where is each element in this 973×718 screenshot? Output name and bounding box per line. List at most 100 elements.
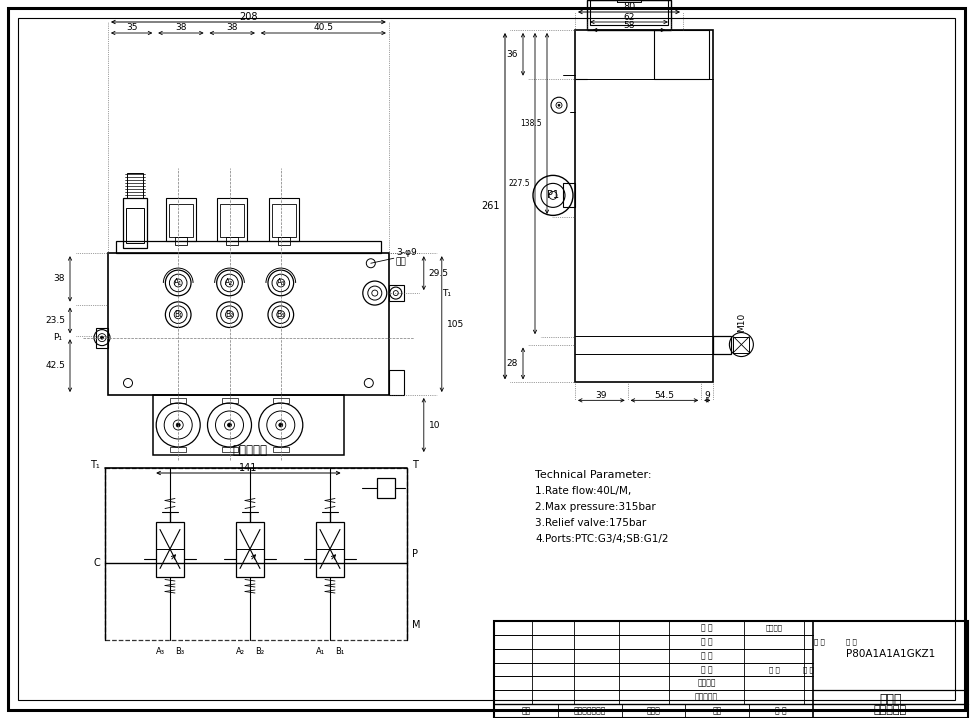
Text: 工艺检查: 工艺检查 xyxy=(698,679,716,688)
Text: B₁: B₁ xyxy=(174,310,182,320)
Bar xyxy=(269,198,299,241)
Text: 141: 141 xyxy=(239,463,258,473)
Circle shape xyxy=(228,423,232,427)
Text: 29.5: 29.5 xyxy=(429,269,449,278)
Bar xyxy=(389,370,404,395)
Text: 校 对: 校 对 xyxy=(701,665,712,674)
Bar xyxy=(316,521,344,577)
Bar xyxy=(617,0,641,2)
Text: B₂: B₂ xyxy=(226,310,234,320)
Text: 通孔: 通孔 xyxy=(396,258,407,267)
Text: P: P xyxy=(412,549,418,559)
Text: B₃: B₃ xyxy=(175,648,185,656)
Text: A₃: A₃ xyxy=(276,279,285,287)
Text: 标准化检查: 标准化检查 xyxy=(695,693,718,701)
Text: 描 图: 描 图 xyxy=(701,651,712,660)
Bar xyxy=(126,208,144,243)
Text: 重 量: 重 量 xyxy=(813,638,824,645)
Text: 多路阀: 多路阀 xyxy=(880,694,902,707)
Bar xyxy=(587,0,670,30)
Text: 23.5: 23.5 xyxy=(45,316,65,325)
Text: 80: 80 xyxy=(623,2,635,12)
Text: 28: 28 xyxy=(507,359,518,368)
Text: A₁: A₁ xyxy=(174,279,182,287)
Bar xyxy=(236,521,264,577)
Text: 审 批: 审 批 xyxy=(775,707,787,716)
Text: 38: 38 xyxy=(227,24,238,32)
Bar xyxy=(170,398,186,403)
Text: A₂: A₂ xyxy=(226,279,234,287)
Bar xyxy=(116,241,380,253)
Bar xyxy=(108,253,389,395)
Text: 42.5: 42.5 xyxy=(45,361,65,370)
Text: P80A1A1A1GKZ1: P80A1A1A1GKZ1 xyxy=(846,649,935,658)
Text: M: M xyxy=(412,620,420,630)
Bar xyxy=(377,478,395,498)
Text: 261: 261 xyxy=(482,201,500,211)
Text: 36: 36 xyxy=(507,50,518,59)
Text: C: C xyxy=(93,558,100,568)
Bar xyxy=(494,621,968,718)
Bar xyxy=(153,395,343,455)
Text: 设 计: 设 计 xyxy=(701,623,712,633)
Text: 2.Max pressure:315bar: 2.Max pressure:315bar xyxy=(535,502,656,512)
Bar xyxy=(220,204,244,237)
Bar xyxy=(166,198,196,241)
Bar xyxy=(389,285,404,301)
Circle shape xyxy=(100,336,103,339)
Bar xyxy=(175,237,187,246)
Text: 制 图: 制 图 xyxy=(701,638,712,646)
Text: A₂: A₂ xyxy=(235,648,244,656)
Circle shape xyxy=(176,423,180,427)
Text: Technical Parameter:: Technical Parameter: xyxy=(535,470,652,480)
Text: P1: P1 xyxy=(547,190,559,200)
Bar xyxy=(734,337,749,353)
Text: M10: M10 xyxy=(737,313,746,332)
Text: 38: 38 xyxy=(175,24,187,32)
Text: 标记: 标记 xyxy=(522,707,530,716)
Bar xyxy=(563,183,575,208)
Bar xyxy=(271,204,296,237)
Circle shape xyxy=(279,423,283,427)
Text: 比 例: 比 例 xyxy=(847,638,857,645)
Text: A₃: A₃ xyxy=(156,648,164,656)
Text: 更改内容和依据: 更改内容和依据 xyxy=(573,707,606,716)
Text: 共 享: 共 享 xyxy=(769,666,779,673)
Bar xyxy=(226,237,238,246)
Bar xyxy=(169,204,193,237)
Bar xyxy=(575,30,713,383)
Bar xyxy=(713,335,732,353)
Bar xyxy=(222,398,237,403)
Text: 35: 35 xyxy=(126,24,137,32)
Text: 40.5: 40.5 xyxy=(313,24,334,32)
Text: B₂: B₂ xyxy=(256,648,265,656)
Text: 208: 208 xyxy=(239,12,258,22)
Text: 图样标记: 图样标记 xyxy=(766,625,782,631)
Text: 105: 105 xyxy=(447,320,464,329)
Text: 10: 10 xyxy=(429,421,441,429)
Bar xyxy=(272,398,289,403)
Text: 39: 39 xyxy=(595,391,607,400)
Text: 227.5: 227.5 xyxy=(508,179,530,188)
Text: 58: 58 xyxy=(624,21,634,29)
Bar xyxy=(170,447,186,452)
Text: 更改人: 更改人 xyxy=(647,707,661,716)
Bar xyxy=(277,237,290,246)
Text: 38: 38 xyxy=(54,274,65,284)
Bar xyxy=(127,173,143,198)
Text: T: T xyxy=(412,460,417,470)
Text: B₁: B₁ xyxy=(336,648,344,656)
Text: T₁: T₁ xyxy=(90,460,100,470)
Text: 日期: 日期 xyxy=(712,707,722,716)
Text: 第 享: 第 享 xyxy=(803,666,813,673)
Text: 138.5: 138.5 xyxy=(521,119,542,128)
Text: P₁: P₁ xyxy=(53,333,62,342)
Text: 3-φ9: 3-φ9 xyxy=(396,248,416,257)
Bar xyxy=(123,198,147,248)
Text: 3.Relief valve:175bar: 3.Relief valve:175bar xyxy=(535,518,646,528)
Bar xyxy=(272,447,289,452)
Bar xyxy=(156,521,184,577)
Bar xyxy=(655,30,709,78)
Bar xyxy=(222,447,237,452)
Text: 4.Ports:PTC:G3/4;SB:G1/2: 4.Ports:PTC:G3/4;SB:G1/2 xyxy=(535,534,668,544)
